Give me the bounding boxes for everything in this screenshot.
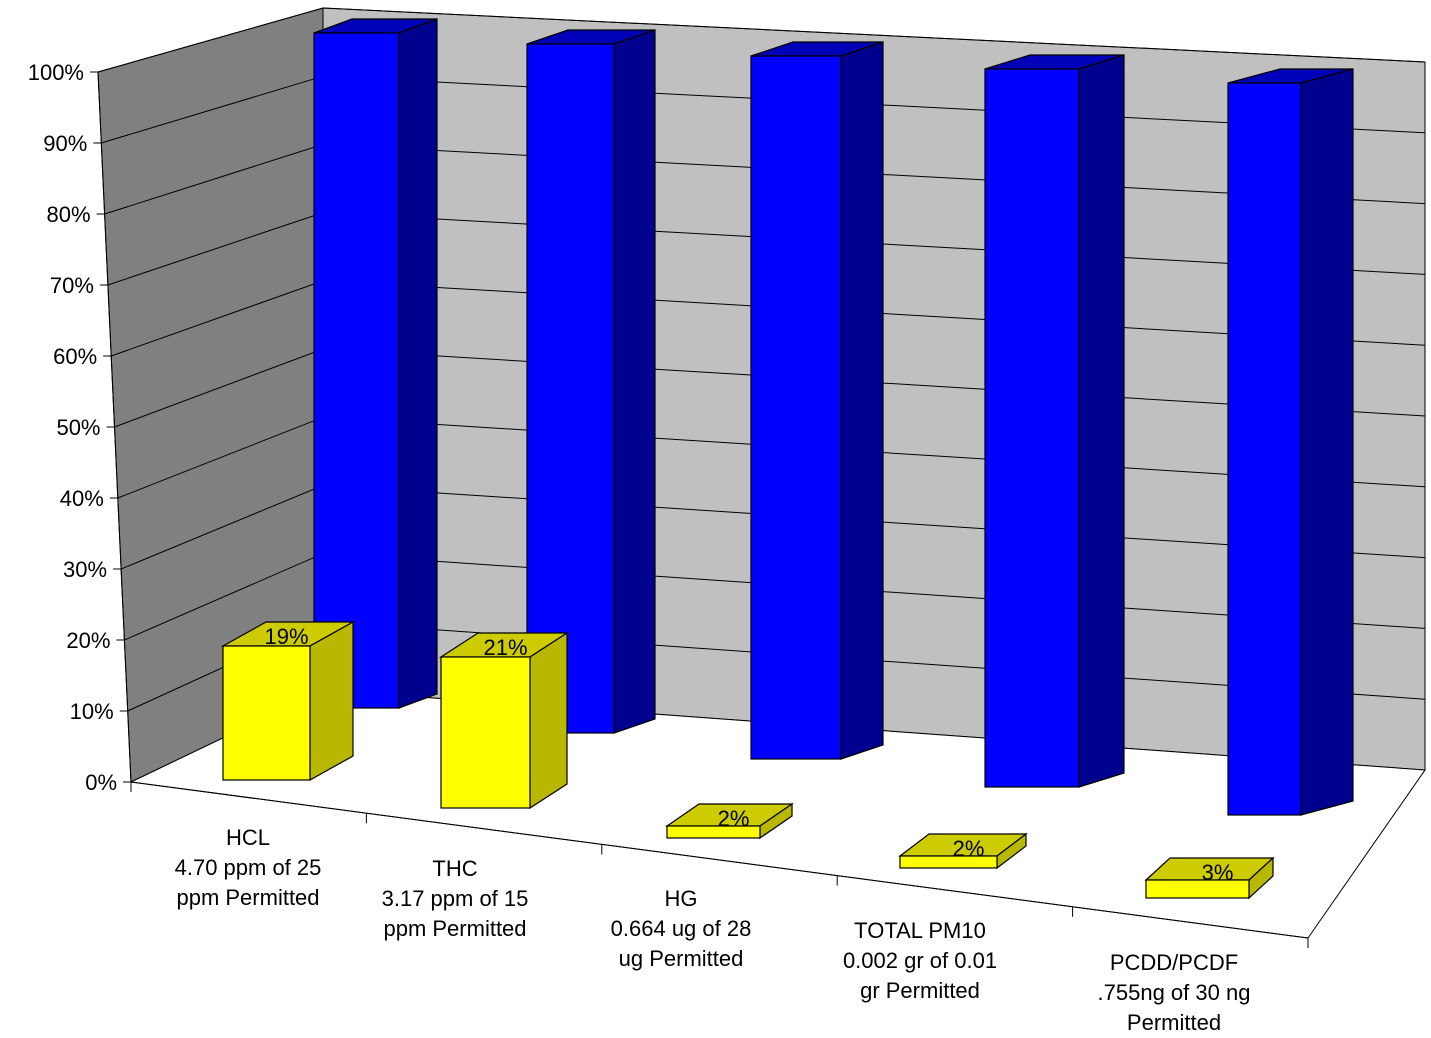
bar-side-face <box>1300 68 1354 816</box>
bar-yellow <box>1144 856 1275 900</box>
category-label: TOTAL PM10 0.002 gr of 0.01 gr Permitted <box>843 918 997 1003</box>
category-label: PCDD/PCDF .755ng of 30 ng Permitted <box>1098 950 1251 1035</box>
y-axis-line <box>97 71 132 783</box>
y-tick-label: 90% <box>43 131 87 156</box>
category-label: THC 3.17 ppm of 15 ppm Permitted <box>382 856 529 941</box>
category-label-line: .755ng of 30 ng <box>1098 980 1251 1005</box>
bar-front-face <box>899 855 998 869</box>
bar-front-face <box>666 825 761 839</box>
y-tick-label: 0% <box>85 770 117 795</box>
category-label-line: ppm Permitted <box>383 916 526 941</box>
y-tick-label: 20% <box>66 628 110 653</box>
bar-front-face <box>1145 879 1250 899</box>
category-label-line: PCDD/PCDF <box>1110 950 1238 975</box>
bar-side-face <box>840 41 884 760</box>
bar-front-face <box>313 32 400 709</box>
bar-front-face <box>440 656 531 809</box>
bar-yellow <box>898 832 1028 870</box>
category-label-line: 3.17 ppm of 15 <box>382 886 529 911</box>
y-tick-label: 40% <box>60 486 104 511</box>
bar-front-face <box>984 68 1080 788</box>
y-tick-label: 80% <box>47 202 91 227</box>
bar-blue <box>750 41 884 760</box>
y-tick-label: 100% <box>28 60 84 85</box>
category-label-line: 0.664 ug of 28 <box>611 916 752 941</box>
bars <box>220 18 1354 900</box>
bar-side-face <box>398 18 438 709</box>
data-label: 19% <box>264 624 308 649</box>
data-label: 2% <box>953 836 985 861</box>
category-label-line: ug Permitted <box>619 946 744 971</box>
category-label-line: THC <box>432 856 477 881</box>
category-label-line: HG <box>665 886 698 911</box>
x-axis-line <box>130 781 1309 939</box>
bar-blue <box>526 29 656 734</box>
data-label: 3% <box>1202 860 1234 885</box>
data-label: 2% <box>718 806 750 831</box>
bar-yellow <box>438 631 570 810</box>
bar-blue <box>313 18 438 709</box>
bar-side-face <box>529 631 568 810</box>
data-labels: 19% 21% 2% 2% 3% <box>264 624 1233 885</box>
bar-front-face <box>750 55 842 760</box>
bar-side-face <box>309 620 354 782</box>
y-tick-label: 70% <box>50 273 94 298</box>
y-axis: 0% 10% 20% 30% 40% 50% 60% 70% 80% 90% 100% <box>28 60 132 795</box>
category-label: HG 0.664 ug of 28 ug Permitted <box>611 886 752 971</box>
category-label-line: HCL <box>226 825 270 850</box>
bar-side-face <box>1078 54 1125 788</box>
category-label: HCL 4.70 ppm of 25 ppm Permitted <box>175 825 322 910</box>
category-label-line: TOTAL PM10 <box>854 918 986 943</box>
y-tick-label: 10% <box>70 699 114 724</box>
gridline <box>97 7 1426 73</box>
bar-blue <box>984 54 1125 788</box>
category-label-line: gr Permitted <box>860 978 980 1003</box>
bar-front-face <box>1227 82 1302 816</box>
data-label: 21% <box>483 635 527 660</box>
y-tick-label: 30% <box>63 557 107 582</box>
category-label-line: ppm Permitted <box>176 885 319 910</box>
category-label-line: 4.70 ppm of 25 <box>175 855 322 880</box>
bar-front-face <box>526 43 615 734</box>
y-tick-label: 50% <box>56 415 100 440</box>
y-tick-label: 60% <box>53 344 97 369</box>
category-label-line: Permitted <box>1127 1010 1221 1035</box>
bar-yellow <box>665 802 794 840</box>
x-axis: HCL 4.70 ppm of 25 ppm Permitted THC 3.17 pp… <box>130 781 1309 1035</box>
bar-front-face <box>222 645 311 781</box>
bar-side-face <box>613 29 656 734</box>
category-label-line: 0.002 gr of 0.01 <box>843 948 997 973</box>
bar-blue <box>1227 68 1354 816</box>
bar-yellow <box>220 620 356 782</box>
